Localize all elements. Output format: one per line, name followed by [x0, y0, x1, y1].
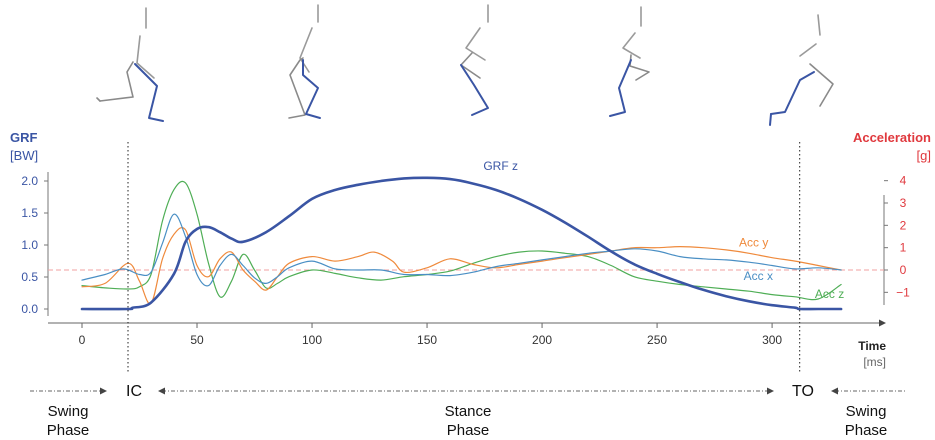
- stick-figure-3: [460, 4, 489, 116]
- series-label-acc-y: Acc y: [739, 236, 768, 250]
- stick-figure-2: [288, 4, 321, 119]
- series-line-acc-y: [81, 227, 842, 305]
- stick-figure-5: [769, 14, 834, 126]
- phase-2-line2: Phase: [447, 422, 490, 439]
- right-tick-label: 4: [900, 174, 907, 188]
- x-tick-label: 50: [190, 333, 204, 347]
- x-tick-label: 150: [417, 333, 437, 347]
- left-tick-label: 1.5: [21, 206, 38, 220]
- phase-3-line2: Phase: [845, 422, 888, 439]
- phase-arrowheads: [100, 387, 838, 395]
- right-tick-label: 0: [900, 263, 907, 277]
- left-tick-label: 2.0: [21, 174, 38, 188]
- series-line-grf-z: [80, 176, 843, 311]
- right-tick-label: 1: [900, 241, 907, 255]
- right-ticks: −1 0 1 2 3 4: [884, 174, 910, 299]
- event-label-to: TO: [792, 383, 814, 400]
- left-axis-label: GRF: [10, 130, 38, 145]
- x-tick-label: 300: [762, 333, 782, 347]
- series-label-acc-z: Acc z: [815, 287, 844, 301]
- phase-3-line1: Swing: [846, 403, 887, 420]
- stick-figure-1: [96, 7, 164, 122]
- series-group: [80, 176, 843, 311]
- series-label-grf-z: GRF z: [483, 159, 518, 173]
- x-tick-label: 200: [532, 333, 552, 347]
- phase-1-line2: Phase: [47, 422, 90, 439]
- left-ticks: 0.0 0.5 1.0 1.5 2.0: [21, 174, 48, 316]
- left-axis-unit: [BW]: [10, 148, 38, 163]
- x-ticks: 0 50 100 150 200 250 300: [79, 323, 782, 347]
- x-axis-label: Time: [858, 339, 886, 353]
- phase-1-line1: Swing: [48, 403, 89, 420]
- right-axis-unit: [g]: [917, 148, 931, 163]
- left-tick-label: 0.5: [21, 270, 38, 284]
- series-line-acc-x: [81, 213, 842, 287]
- right-tick-label: 2: [900, 218, 907, 232]
- x-axis-unit: [ms]: [863, 355, 886, 369]
- x-tick-label: 100: [302, 333, 322, 347]
- event-label-ic: IC: [126, 383, 142, 400]
- phase-2-line1: Stance: [445, 403, 492, 420]
- x-axis-arrow: [879, 319, 886, 327]
- x-tick-label: 250: [647, 333, 667, 347]
- stick-figures: [96, 4, 834, 126]
- x-tick-label: 0: [79, 333, 86, 347]
- series-labels: GRF z Acc y Acc x Acc z: [483, 159, 844, 301]
- series-line-acc-z: [81, 180, 842, 301]
- stick-figure-4: [609, 6, 650, 117]
- event-lines: [127, 142, 801, 372]
- left-tick-label: 1.0: [21, 238, 38, 252]
- right-axis-label: Acceleration: [853, 130, 931, 145]
- left-tick-label: 0.0: [21, 302, 38, 316]
- series-label-acc-x: Acc x: [744, 269, 773, 283]
- right-tick-label: 3: [900, 196, 907, 210]
- right-tick-label: −1: [896, 285, 910, 299]
